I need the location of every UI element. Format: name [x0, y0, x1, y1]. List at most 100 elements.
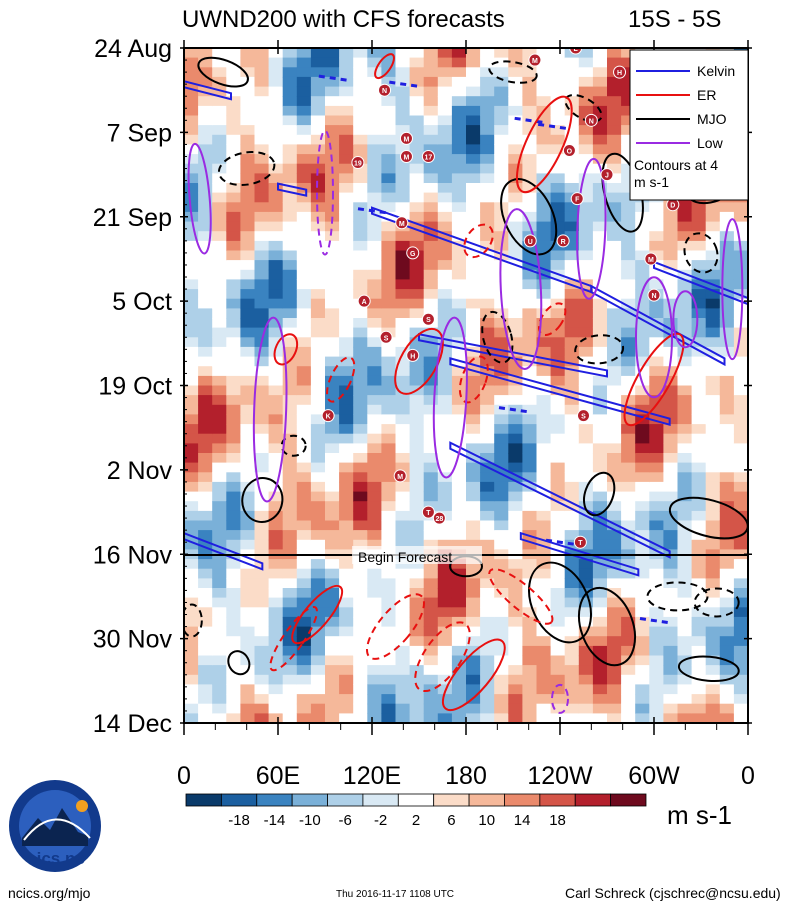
heat-cell	[451, 105, 467, 117]
heat-cell	[649, 202, 664, 213]
heat-cell	[607, 250, 622, 261]
heat-cell	[240, 67, 256, 78]
heat-cell	[677, 443, 693, 454]
heat-cell	[409, 655, 425, 666]
heat-cell	[733, 510, 748, 522]
heat-cell	[466, 481, 481, 493]
mjo-contour	[488, 60, 538, 84]
heat-cell	[353, 86, 368, 97]
heat-cell	[466, 183, 481, 194]
heat-cell	[691, 472, 707, 483]
heat-cell	[550, 684, 566, 695]
heat-cell	[494, 501, 509, 512]
heat-cell	[395, 578, 411, 589]
heat-cell	[522, 105, 538, 117]
heat-cell	[705, 713, 721, 723]
heat-cell	[480, 453, 495, 464]
heat-cell	[451, 366, 467, 377]
heat-cell	[367, 530, 382, 541]
heat-cell	[536, 134, 552, 145]
heat-cell	[282, 501, 298, 512]
heat-cell	[733, 568, 748, 579]
heat-cell	[480, 636, 495, 647]
heat-cell	[226, 491, 241, 502]
heat-cell	[733, 395, 748, 406]
heat-cell	[198, 433, 213, 444]
heat-cell	[508, 453, 523, 464]
heat-cell	[296, 125, 312, 136]
heat-cell	[733, 269, 748, 280]
heat-cell	[494, 568, 509, 579]
heat-cell	[296, 616, 312, 628]
heat-cell	[353, 115, 368, 126]
heat-cell	[367, 472, 382, 483]
heat-cell	[494, 597, 509, 608]
heat-cell	[437, 260, 453, 271]
heat-cell	[522, 501, 538, 512]
heat-cell	[494, 395, 509, 406]
footer-website[interactable]: ncics.org/mjo	[8, 885, 91, 901]
heat-cell	[381, 665, 397, 676]
heat-cell	[325, 703, 340, 714]
heat-cell	[339, 539, 354, 550]
heat-cell	[480, 134, 495, 145]
heat-cell	[578, 491, 594, 502]
heat-cell	[480, 48, 495, 59]
heat-cell	[663, 539, 679, 550]
x-tick-label: 0	[741, 762, 755, 790]
heat-cell	[564, 337, 580, 348]
heat-cell	[310, 472, 326, 483]
heat-cell	[451, 269, 467, 280]
heat-cell	[536, 298, 552, 309]
heat-cell	[296, 655, 312, 666]
heat-cell	[254, 202, 270, 213]
heat-cell	[353, 183, 368, 194]
heat-cell	[437, 48, 453, 59]
heat-cell	[254, 173, 270, 184]
heat-cell	[691, 453, 707, 464]
heat-cell	[508, 115, 523, 126]
heat-cell	[310, 221, 326, 232]
heat-cell	[226, 665, 241, 676]
heat-cell	[296, 597, 312, 608]
heat-cell	[550, 366, 566, 377]
heat-cell	[423, 424, 439, 435]
heat-cell	[296, 684, 312, 695]
heat-cell	[451, 202, 467, 213]
heat-cell	[466, 163, 481, 174]
heat-cell	[254, 231, 270, 242]
heat-cell	[508, 703, 523, 714]
tc-label: O	[567, 148, 573, 155]
heat-cell	[466, 559, 481, 570]
legend-er-label: ER	[697, 87, 716, 103]
heat-cell	[607, 48, 622, 59]
heat-cell	[226, 163, 241, 174]
heat-cell	[649, 674, 664, 685]
heat-cell	[282, 48, 298, 59]
heat-cell	[395, 395, 411, 406]
heat-cell	[409, 289, 425, 300]
heat-cell	[268, 163, 284, 174]
heat-cell	[691, 289, 707, 300]
heat-cell	[719, 539, 735, 550]
heat-cell	[621, 231, 636, 242]
heat-cell	[353, 616, 368, 628]
heat-cell	[423, 115, 439, 126]
heat-cell	[353, 356, 368, 367]
heat-cell	[480, 491, 495, 502]
heat-cell	[353, 289, 368, 300]
heat-cell	[733, 385, 748, 396]
heat-cell	[184, 86, 199, 97]
heat-cell	[325, 96, 340, 107]
heat-cell	[310, 520, 326, 531]
heat-cell	[677, 462, 693, 473]
heat-cell	[536, 453, 552, 464]
heat-cell	[607, 491, 622, 502]
heat-cell	[508, 588, 523, 599]
heat-cell	[423, 240, 439, 252]
heat-cell	[452, 723, 467, 733]
heat-cell	[240, 221, 256, 232]
heat-cell	[282, 645, 298, 657]
heat-cell	[409, 636, 425, 647]
heat-cell	[536, 568, 552, 579]
